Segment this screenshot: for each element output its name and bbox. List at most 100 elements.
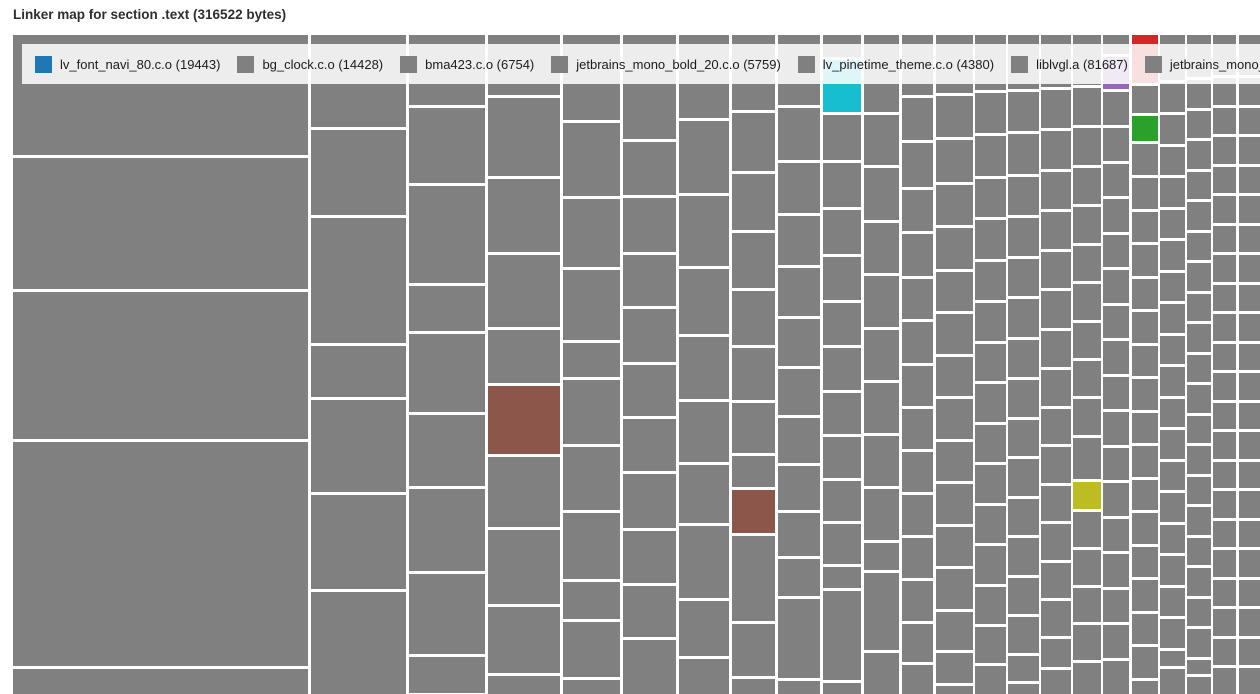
treemap-cell[interactable] <box>778 559 820 596</box>
treemap-cell[interactable] <box>902 279 933 319</box>
treemap-cell[interactable] <box>732 233 775 288</box>
treemap-cell[interactable] <box>1008 92 1039 131</box>
treemap-cell[interactable] <box>1041 131 1071 169</box>
treemap-cell[interactable] <box>1132 580 1158 611</box>
treemap-cell[interactable] <box>975 136 1006 176</box>
treemap-cell[interactable] <box>488 676 560 694</box>
treemap-cell[interactable] <box>623 365 676 416</box>
treemap-cell[interactable] <box>1160 556 1185 585</box>
treemap-cell[interactable] <box>864 223 899 273</box>
treemap-cell[interactable] <box>732 403 775 453</box>
treemap-cell[interactable] <box>1132 446 1158 477</box>
treemap-cell[interactable] <box>1041 212 1071 249</box>
treemap-cell[interactable] <box>1008 420 1039 456</box>
treemap-cell[interactable] <box>409 286 485 331</box>
treemap-cell[interactable] <box>488 330 560 383</box>
treemap-cell[interactable] <box>1160 525 1185 553</box>
treemap-cell[interactable] <box>1008 538 1039 575</box>
treemap-cell[interactable] <box>1187 446 1211 474</box>
treemap-cell[interactable] <box>1041 524 1071 560</box>
treemap-cell[interactable] <box>1132 245 1158 276</box>
treemap-cell[interactable] <box>1103 199 1129 232</box>
treemap-cell[interactable] <box>1160 462 1185 490</box>
treemap-cell[interactable] <box>1008 218 1039 256</box>
treemap-cell[interactable] <box>778 681 820 694</box>
treemap-cell[interactable] <box>1239 108 1260 134</box>
treemap-cell[interactable] <box>1187 233 1211 260</box>
treemap-cell[interactable] <box>936 228 973 269</box>
treemap-cell[interactable] <box>1187 355 1211 382</box>
treemap-cell[interactable] <box>936 653 973 683</box>
treemap-cell-highlight[interactable] <box>488 386 560 454</box>
treemap-cell[interactable] <box>1008 340 1039 377</box>
treemap-cell[interactable] <box>311 495 406 589</box>
treemap-cell[interactable] <box>975 546 1006 584</box>
treemap-cell[interactable] <box>1008 684 1039 694</box>
treemap-cell[interactable] <box>1041 447 1071 483</box>
treemap-cell[interactable] <box>409 657 485 693</box>
treemap-cell[interactable] <box>679 601 729 656</box>
treemap-cell[interactable] <box>902 409 933 449</box>
treemap-cell[interactable] <box>902 143 933 187</box>
treemap-cell[interactable] <box>679 196 729 266</box>
treemap-cell[interactable] <box>778 163 820 213</box>
treemap-cell[interactable] <box>732 536 775 621</box>
treemap-cell[interactable] <box>1103 341 1129 374</box>
treemap-cell[interactable] <box>488 179 560 252</box>
treemap-cell[interactable] <box>975 425 1006 462</box>
treemap-cell[interactable] <box>1239 462 1260 488</box>
treemap-cell[interactable] <box>1239 373 1260 400</box>
treemap-cell[interactable] <box>1213 550 1236 577</box>
treemap-cell[interactable] <box>1103 164 1129 196</box>
treemap-cell[interactable] <box>1073 207 1101 243</box>
treemap-cell[interactable] <box>1187 385 1211 413</box>
treemap-cell[interactable] <box>409 574 485 654</box>
treemap-cell[interactable] <box>732 348 775 400</box>
treemap-cell[interactable] <box>623 474 676 528</box>
treemap-cell[interactable] <box>823 567 861 588</box>
treemap-cell[interactable] <box>1041 291 1071 328</box>
treemap-cell[interactable] <box>902 98 933 140</box>
treemap-cell[interactable] <box>823 481 861 521</box>
treemap-cell[interactable] <box>1008 259 1039 296</box>
treemap-cell[interactable] <box>1213 580 1236 606</box>
treemap-cell[interactable] <box>864 543 899 570</box>
treemap-cell[interactable] <box>13 292 308 439</box>
treemap-cell[interactable] <box>409 186 485 283</box>
treemap-cell[interactable] <box>1187 202 1211 230</box>
treemap-cell[interactable] <box>936 185 973 225</box>
treemap-cell[interactable] <box>623 419 676 471</box>
treemap-cell[interactable] <box>623 586 676 637</box>
treemap-cell[interactable] <box>1132 279 1158 309</box>
treemap-cell[interactable] <box>1187 568 1211 596</box>
treemap-cell[interactable] <box>1041 486 1071 521</box>
treemap-cell[interactable] <box>778 108 820 160</box>
treemap-cell[interactable] <box>488 530 560 604</box>
treemap-cell[interactable] <box>1213 344 1236 370</box>
treemap-cell[interactable] <box>563 380 620 444</box>
treemap-cell[interactable] <box>1239 255 1260 282</box>
treemap-cell[interactable] <box>1073 663 1101 694</box>
treemap-cell[interactable] <box>1103 519 1129 551</box>
treemap-cell[interactable] <box>1239 226 1260 252</box>
treemap-cell[interactable] <box>311 592 406 694</box>
treemap-cell[interactable] <box>488 98 560 176</box>
treemap-cell[interactable] <box>1103 625 1129 658</box>
treemap-cell[interactable] <box>1132 86 1158 113</box>
treemap-cell[interactable] <box>975 220 1006 259</box>
treemap-cell[interactable] <box>563 622 620 677</box>
treemap-cell[interactable] <box>1213 668 1236 694</box>
treemap-cell[interactable] <box>1103 661 1129 694</box>
treemap-cell[interactable] <box>563 270 620 340</box>
treemap-cell[interactable] <box>1008 499 1039 535</box>
treemap-cell[interactable] <box>623 309 676 362</box>
treemap-cell[interactable] <box>732 456 775 487</box>
treemap-cell[interactable] <box>1041 172 1071 209</box>
treemap-cell[interactable] <box>732 174 775 230</box>
treemap-cell[interactable] <box>975 627 1006 663</box>
treemap-cell[interactable] <box>1073 512 1101 547</box>
treemap-cell[interactable] <box>1213 78 1236 105</box>
treemap-cell[interactable] <box>936 357 973 396</box>
treemap-cell[interactable] <box>311 346 406 397</box>
treemap-cell[interactable] <box>1132 212 1158 242</box>
